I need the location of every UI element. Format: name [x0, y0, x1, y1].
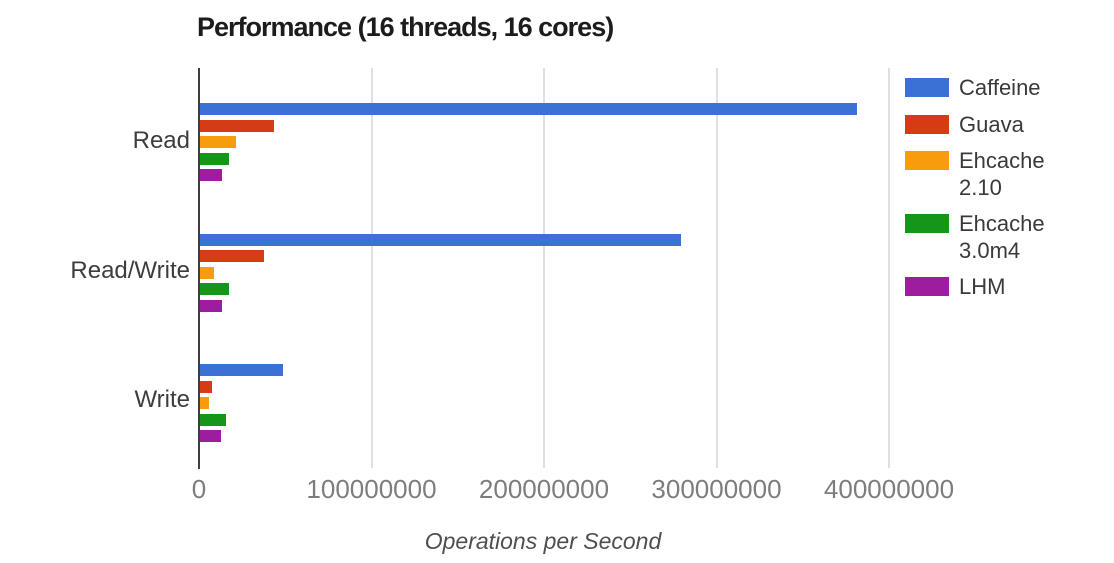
x-tick-label-300000000: 300000000 [651, 474, 782, 504]
bar-ehcache-2-10-read [200, 136, 237, 148]
legend-swatch-lhm [905, 277, 949, 296]
bar-guava-read-write [200, 250, 264, 262]
category-label-read-write: Read/Write [70, 257, 190, 284]
gridline-300000000 [715, 68, 718, 468]
legend-item-ehcache-2-10: Ehcache 2.10 [905, 147, 1071, 201]
legend: Caffeine Guava Ehcache 2.10 Ehcache 3.0m4 LH… [905, 0, 1105, 563]
bar-lhm-write [200, 430, 221, 442]
bar-ehcache-2-10-read-write [200, 266, 214, 279]
bar-caffeine-write [200, 364, 283, 376]
x-axis-title: Operations per Second [424, 528, 662, 554]
legend-label-guava: Guava [959, 112, 1024, 137]
x-tick-label-100000000: 100000000 [306, 474, 437, 504]
bar-lhm-read-write [200, 299, 223, 312]
category-label-read: Read [132, 127, 190, 154]
gridline-400000000 [888, 68, 890, 468]
x-tick-label-0: 0 [191, 474, 207, 504]
x-tick-label-200000000: 200000000 [478, 474, 610, 504]
x-tick-label-400000000: 400000000 [823, 474, 955, 504]
legend-item-ehcache-3-0m4: Ehcache 3.0m4 [905, 210, 1071, 264]
bar-ehcache-2-10-write [200, 397, 209, 409]
gridline-200000000 [543, 68, 545, 468]
legend-label-ehcache-3-0m4: Ehcache 3.0m4 [959, 211, 1045, 263]
legend-label-lhm: LHM [959, 274, 1006, 299]
legend-item-caffeine: Caffeine [905, 74, 1071, 101]
bar-ehcache-3-0m4-read-write [200, 283, 230, 295]
bar-guava-read [200, 119, 275, 132]
bar-caffeine-read [200, 103, 858, 115]
bar-ehcache-3-0m4-write [200, 413, 226, 426]
legend-label-caffeine: Caffeine [959, 75, 1041, 100]
legend-swatch-ehcache-3-0m4 [905, 214, 949, 233]
legend-item-lhm: LHM [905, 273, 1071, 300]
gridline-100000000 [370, 68, 373, 468]
category-label-write: Write [134, 386, 190, 413]
legend-item-guava: Guava [905, 111, 1071, 138]
bar-caffeine-read-write [200, 233, 682, 246]
y-axis-line [198, 68, 200, 469]
legend-swatch-caffeine [905, 78, 949, 97]
legend-swatch-guava [905, 115, 949, 134]
legend-label-ehcache-2-10: Ehcache 2.10 [959, 148, 1045, 200]
bar-guava-write [200, 380, 213, 393]
bar-lhm-read [200, 169, 223, 181]
legend-swatch-ehcache-2-10 [905, 151, 949, 170]
chart-title: Performance (16 threads, 16 cores) [197, 12, 614, 42]
bar-ehcache-3-0m4-read [200, 152, 230, 165]
